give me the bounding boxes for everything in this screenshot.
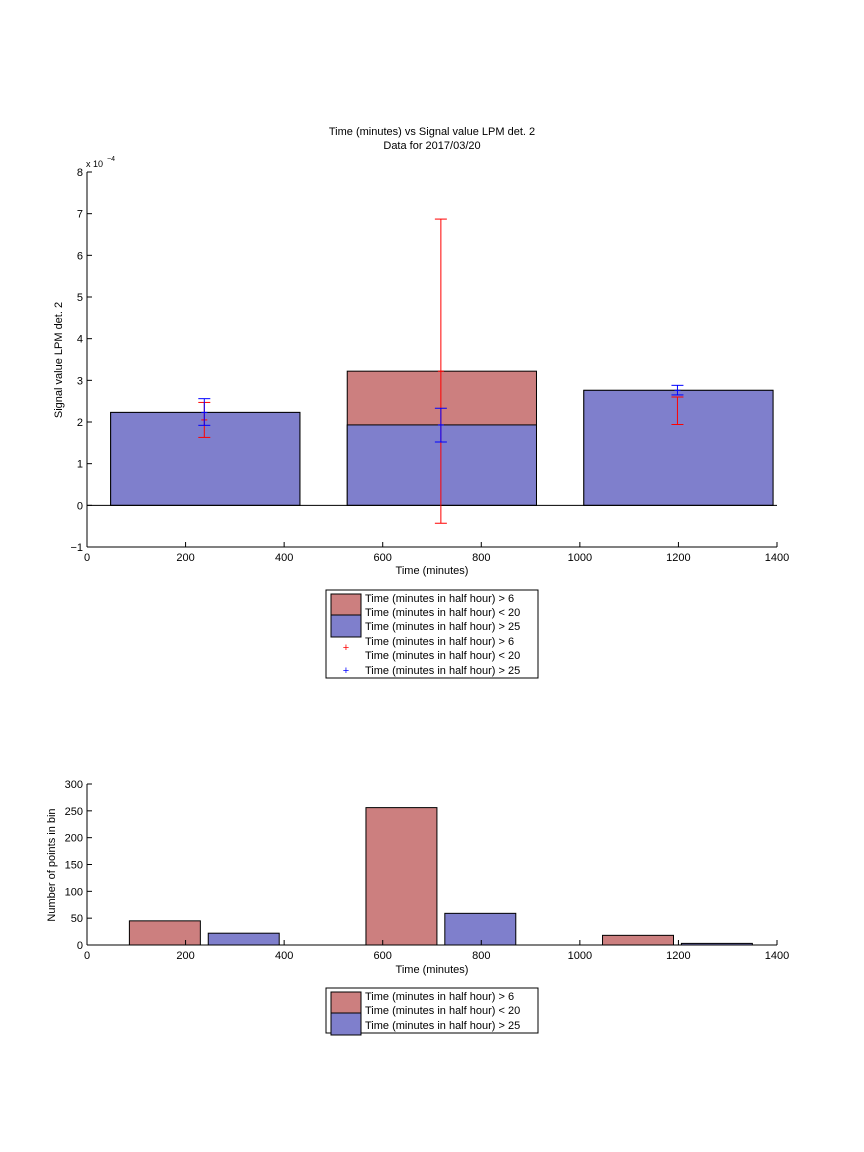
legend-entry: Time (minutes in half hour) < 20: [365, 1005, 520, 1017]
y-tick-label: 50: [71, 913, 83, 925]
legend-entry: Time (minutes in half hour) > 25: [365, 665, 520, 677]
y-tick-label: 250: [65, 806, 83, 818]
y-tick-label: 2: [77, 417, 83, 429]
legend-entry: Time (minutes in half hour) > 6: [365, 991, 514, 1003]
legend-swatch-blue-bar: [330, 614, 362, 638]
y-tick-label: 8: [77, 167, 83, 179]
legend-entry: Time (minutes in half hour) > 6: [365, 593, 514, 605]
y-tick-label: 150: [65, 860, 83, 872]
count-chart: 0 200 400 600 800 1000 1200 1400 0 50 100 150 200 250…: [46, 779, 790, 1036]
x-tick-label: 200: [176, 552, 194, 564]
y-tick-label: 0: [77, 940, 83, 952]
x-tick-label: 400: [275, 552, 293, 564]
bar: [128, 920, 201, 946]
x-tick-label: 800: [472, 950, 490, 962]
x-tick-label: 1000: [568, 552, 592, 564]
y-tick-label: 3: [77, 375, 83, 387]
legend-entry: Time (minutes in half hour) < 20: [365, 607, 520, 619]
x-tick-label: 600: [374, 552, 392, 564]
y-tick-label: 5: [77, 292, 83, 304]
legend-swatch-red-bar: [330, 991, 362, 1015]
y-exponent-power: −4: [107, 156, 115, 163]
legend-marker-blue: +: [343, 665, 349, 677]
bar: [583, 389, 774, 506]
x-tick-label: 800: [472, 552, 490, 564]
x-tick-label: 600: [374, 950, 392, 962]
legend-marker-red: +: [343, 642, 349, 654]
y-tick-label: 6: [77, 250, 83, 262]
y-tick-label: 300: [65, 779, 83, 791]
legend-entry: Time (minutes in half hour) > 6: [365, 636, 514, 648]
y-axis-label: Number of points in bin: [46, 808, 58, 921]
x-tick-label: 1400: [765, 950, 789, 962]
x-axis-label: Time (minutes): [396, 565, 469, 577]
y-tick-label: 100: [65, 886, 83, 898]
y-tick-label: 200: [65, 833, 83, 845]
legend: Time (minutes in half hour) > 6 Time (mi…: [325, 987, 539, 1036]
y-tick-label: 4: [77, 334, 83, 346]
errorbars-layer: [198, 218, 684, 524]
y-tick-label: 0: [77, 500, 83, 512]
legend: + + Time (minutes in half hour) > 6 Time…: [325, 589, 539, 679]
y-tick-label: 1: [77, 459, 83, 471]
x-tick-label: 1000: [568, 950, 592, 962]
bars-layer: [110, 370, 774, 506]
x-tick-label: 0: [84, 552, 90, 564]
bar: [444, 912, 517, 946]
x-axis-label: Time (minutes): [396, 964, 469, 976]
legend-entry: Time (minutes in half hour) > 25: [365, 1020, 520, 1032]
x-tick-label: 1400: [765, 552, 789, 564]
legend-swatch-blue-bar: [330, 1012, 362, 1036]
y-exponent-base: x 10: [86, 159, 103, 169]
x-tick-label: 0: [84, 950, 90, 962]
x-tick-label: 1200: [666, 552, 690, 564]
y-tick-label: 7: [77, 209, 83, 221]
legend-swatch-red-bar: [330, 593, 362, 617]
bar: [602, 934, 674, 946]
y-tick-label: −1: [70, 542, 83, 554]
bars-layer: [128, 807, 753, 946]
x-tick-label: 200: [176, 950, 194, 962]
bar: [365, 807, 438, 946]
bar: [110, 411, 301, 506]
bar: [346, 424, 537, 506]
signal-chart: Time (minutes) vs Signal value LPM det. …: [53, 126, 789, 679]
x-tick-label: 400: [275, 950, 293, 962]
y-axis-label: Signal value LPM det. 2: [53, 302, 65, 418]
axes-layer: 0 200 400 600 800 1000 1200 1400 0 50 100 150 200 250…: [65, 779, 790, 962]
chart-title: Time (minutes) vs Signal value LPM det. …: [329, 126, 535, 138]
chart-subtitle: Data for 2017/03/20: [383, 140, 480, 152]
bar: [207, 932, 280, 946]
legend-entry: Time (minutes in half hour) < 20: [365, 650, 520, 662]
x-tick-label: 1200: [666, 950, 690, 962]
legend-entry: Time (minutes in half hour) > 25: [365, 621, 520, 633]
